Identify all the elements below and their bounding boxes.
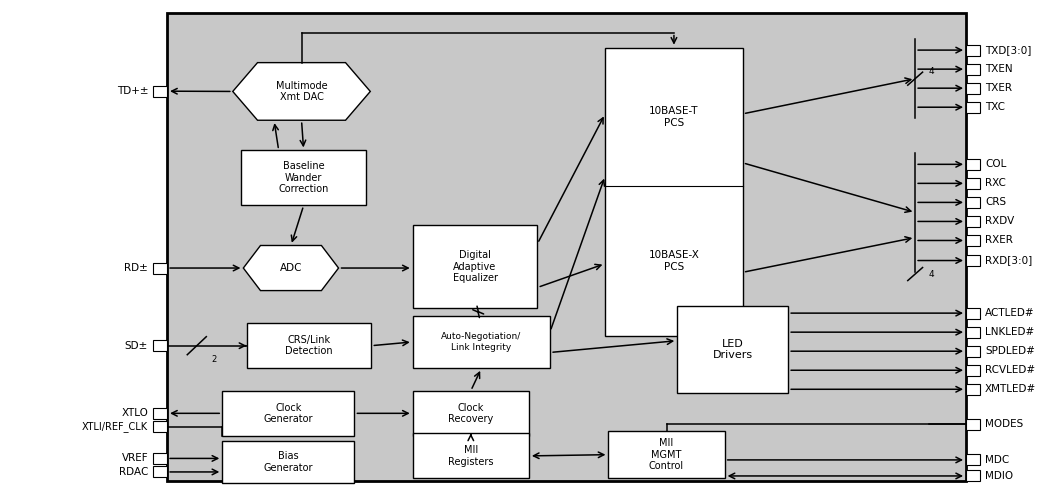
FancyBboxPatch shape bbox=[966, 83, 980, 94]
FancyBboxPatch shape bbox=[413, 316, 550, 368]
FancyBboxPatch shape bbox=[413, 391, 529, 436]
FancyBboxPatch shape bbox=[413, 225, 537, 308]
Text: Bias
Generator: Bias Generator bbox=[263, 451, 313, 473]
FancyBboxPatch shape bbox=[966, 327, 980, 338]
FancyBboxPatch shape bbox=[608, 431, 725, 478]
FancyBboxPatch shape bbox=[966, 102, 980, 113]
FancyBboxPatch shape bbox=[966, 365, 980, 376]
Text: Digital
Adaptive
Equalizer: Digital Adaptive Equalizer bbox=[453, 250, 497, 284]
FancyBboxPatch shape bbox=[966, 178, 980, 189]
FancyBboxPatch shape bbox=[677, 306, 788, 393]
Text: Clock
Recovery: Clock Recovery bbox=[449, 402, 493, 424]
Text: TXD[3:0]: TXD[3:0] bbox=[985, 45, 1032, 55]
Text: 10BASE-X
PCS: 10BASE-X PCS bbox=[649, 250, 699, 272]
Text: MDIO: MDIO bbox=[985, 471, 1014, 481]
Text: RXD[3:0]: RXD[3:0] bbox=[985, 256, 1033, 266]
Text: VREF: VREF bbox=[122, 453, 148, 463]
FancyBboxPatch shape bbox=[966, 197, 980, 208]
Text: 2: 2 bbox=[212, 355, 217, 364]
FancyBboxPatch shape bbox=[413, 433, 529, 478]
Text: MII
Registers: MII Registers bbox=[448, 445, 494, 467]
Text: XTLO: XTLO bbox=[122, 408, 148, 418]
FancyBboxPatch shape bbox=[966, 419, 980, 430]
Text: RCVLED#: RCVLED# bbox=[985, 365, 1035, 375]
FancyBboxPatch shape bbox=[153, 421, 167, 432]
FancyBboxPatch shape bbox=[153, 263, 167, 274]
FancyBboxPatch shape bbox=[241, 150, 366, 205]
Text: TXER: TXER bbox=[985, 83, 1013, 93]
FancyBboxPatch shape bbox=[966, 384, 980, 395]
Text: 4: 4 bbox=[928, 270, 934, 279]
Text: Multimode
Xmt DAC: Multimode Xmt DAC bbox=[276, 81, 327, 102]
Polygon shape bbox=[243, 245, 339, 291]
FancyBboxPatch shape bbox=[966, 64, 980, 75]
FancyBboxPatch shape bbox=[247, 323, 371, 368]
FancyBboxPatch shape bbox=[153, 408, 167, 419]
Text: ACTLED#: ACTLED# bbox=[985, 308, 1035, 318]
FancyBboxPatch shape bbox=[605, 48, 743, 336]
Text: Auto-Negotiation/
Link Integrity: Auto-Negotiation/ Link Integrity bbox=[441, 332, 522, 352]
Text: RDAC: RDAC bbox=[118, 467, 148, 477]
Text: Baseline
Wander
Correction: Baseline Wander Correction bbox=[278, 161, 329, 194]
Text: COL: COL bbox=[985, 159, 1006, 169]
Text: SD±: SD± bbox=[125, 341, 148, 351]
FancyBboxPatch shape bbox=[966, 159, 980, 170]
Text: TXEN: TXEN bbox=[985, 64, 1013, 74]
Text: RXC: RXC bbox=[985, 178, 1006, 188]
Text: SPDLED#: SPDLED# bbox=[985, 346, 1035, 356]
FancyBboxPatch shape bbox=[167, 13, 966, 481]
Text: CRS/Link
Detection: CRS/Link Detection bbox=[285, 335, 333, 357]
FancyBboxPatch shape bbox=[222, 391, 354, 436]
FancyBboxPatch shape bbox=[966, 454, 980, 465]
FancyBboxPatch shape bbox=[153, 466, 167, 477]
Text: CRS: CRS bbox=[985, 197, 1006, 207]
FancyBboxPatch shape bbox=[153, 86, 167, 97]
Text: XMTLED#: XMTLED# bbox=[985, 384, 1036, 394]
Text: 4: 4 bbox=[928, 67, 934, 76]
FancyBboxPatch shape bbox=[966, 308, 980, 319]
FancyBboxPatch shape bbox=[966, 216, 980, 227]
FancyBboxPatch shape bbox=[966, 235, 980, 246]
Text: Clock
Generator: Clock Generator bbox=[263, 402, 313, 424]
Text: TXC: TXC bbox=[985, 102, 1005, 112]
FancyBboxPatch shape bbox=[966, 255, 980, 266]
Text: RXER: RXER bbox=[985, 235, 1013, 245]
FancyBboxPatch shape bbox=[153, 340, 167, 351]
Text: TD+±: TD+± bbox=[116, 86, 148, 96]
FancyBboxPatch shape bbox=[966, 45, 980, 56]
FancyBboxPatch shape bbox=[966, 470, 980, 481]
FancyBboxPatch shape bbox=[966, 346, 980, 357]
Text: ADC: ADC bbox=[279, 263, 303, 273]
Text: RXDV: RXDV bbox=[985, 216, 1015, 226]
Text: LNKLED#: LNKLED# bbox=[985, 327, 1035, 337]
FancyBboxPatch shape bbox=[222, 441, 354, 483]
Text: MODES: MODES bbox=[985, 419, 1023, 429]
Text: MII
MGMT
Control: MII MGMT Control bbox=[649, 438, 685, 471]
Text: XTLI/REF_CLK: XTLI/REF_CLK bbox=[81, 421, 148, 432]
Text: LED
Drivers: LED Drivers bbox=[713, 339, 752, 360]
Text: MDC: MDC bbox=[985, 455, 1009, 465]
Text: RD±: RD± bbox=[125, 263, 148, 273]
Polygon shape bbox=[233, 63, 370, 120]
FancyBboxPatch shape bbox=[153, 453, 167, 464]
Text: 10BASE-T
PCS: 10BASE-T PCS bbox=[650, 106, 698, 128]
